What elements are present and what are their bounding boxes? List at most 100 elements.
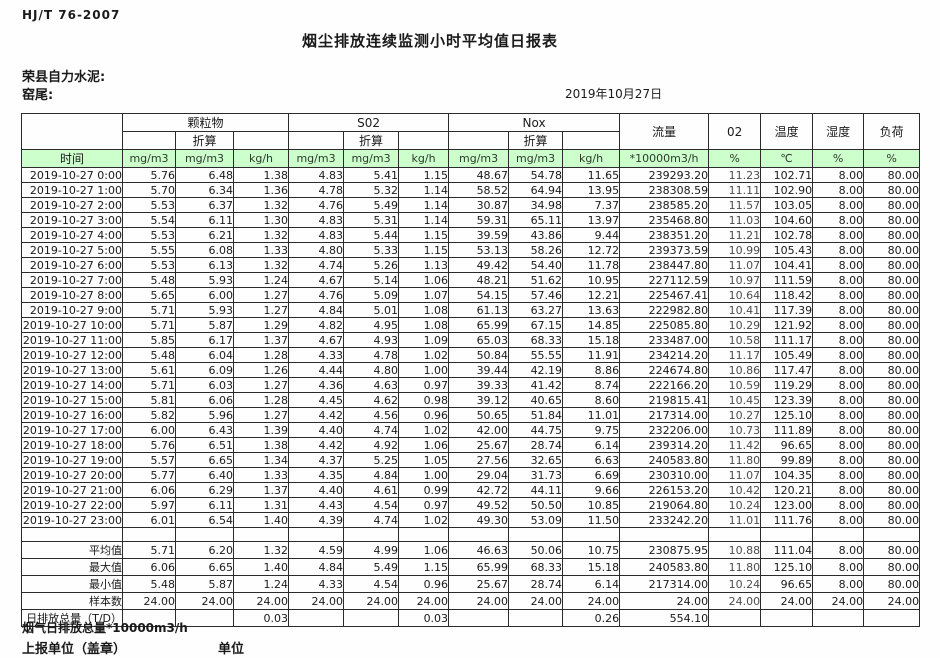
value-cell: 9.75 xyxy=(562,422,621,438)
value-cell: 4.36 xyxy=(288,377,345,393)
value-cell: 80.00 xyxy=(863,392,921,408)
value-cell: 8.00 xyxy=(812,317,865,333)
value-cell: 239314.20 xyxy=(619,437,710,453)
unit-cell: mg/m3 xyxy=(175,149,234,168)
value-cell: 6.00 xyxy=(175,287,234,303)
group-nox: Nox xyxy=(448,113,621,132)
value-cell: 8.00 xyxy=(812,197,865,213)
value-cell: 80.00 xyxy=(863,272,921,288)
value-cell: 10.58 xyxy=(708,332,762,348)
time-cell: 2019-10-27 12:00 xyxy=(21,347,123,363)
value-cell: 39.59 xyxy=(448,227,510,243)
value-cell: 8.00 xyxy=(812,422,865,438)
converted-label-so2: 折算 xyxy=(343,131,400,150)
value-cell: 104.35 xyxy=(760,467,814,483)
value-cell: 68.33 xyxy=(508,558,564,576)
value-cell: 24.00 xyxy=(708,592,762,610)
value-cell: 0.97 xyxy=(398,377,450,393)
value-cell: 11.65 xyxy=(562,167,621,183)
value-cell: 80.00 xyxy=(863,452,921,468)
value-cell: 6.06 xyxy=(175,392,234,408)
value-cell: 8.00 xyxy=(812,575,865,593)
value-cell: 6.37 xyxy=(175,197,234,213)
value-cell: 5.82 xyxy=(122,407,176,423)
value-cell: 4.80 xyxy=(343,362,400,378)
standard-number: HJ/T 76-2007 xyxy=(22,8,121,22)
value-cell: 25.67 xyxy=(448,575,510,593)
value-cell: 5.49 xyxy=(343,558,400,576)
blank-cell xyxy=(448,527,510,542)
value-cell: 6.00 xyxy=(122,422,176,438)
table-row: 2019-10-27 12:00 5.48 6.04 1.28 4.33 4.78 1.02… xyxy=(21,347,921,363)
value-cell: 1.06 xyxy=(398,437,450,453)
time-cell: 2019-10-27 13:00 xyxy=(21,362,123,378)
value-cell: 1.14 xyxy=(398,197,450,213)
value-cell: 13.95 xyxy=(562,182,621,198)
value-cell: 80.00 xyxy=(863,167,921,183)
value-cell: 119.29 xyxy=(760,377,814,393)
header-o2: 02 xyxy=(708,113,762,150)
value-cell: 8.00 xyxy=(812,287,865,303)
value-cell: 125.10 xyxy=(760,407,814,423)
value-cell: 219064.80 xyxy=(619,497,710,513)
value-cell: 10.97 xyxy=(708,272,762,288)
value-cell: 48.21 xyxy=(448,272,510,288)
value-cell: 24.00 xyxy=(562,592,621,610)
value-cell: 240583.80 xyxy=(619,558,710,576)
value-cell xyxy=(863,609,921,627)
value-cell: 58.52 xyxy=(448,182,510,198)
value-cell: 8.86 xyxy=(562,362,621,378)
value-cell: 4.83 xyxy=(288,227,345,243)
value-cell: 103.05 xyxy=(760,197,814,213)
value-cell: 24.00 xyxy=(288,592,345,610)
value-cell: 5.09 xyxy=(343,287,400,303)
summary-label: 最大值 xyxy=(21,558,123,576)
unit-cell: kg/h xyxy=(398,149,450,168)
table-row: 2019-10-27 20:00 5.77 6.40 1.33 4.35 4.84 1.00… xyxy=(21,467,921,483)
value-cell: 5.54 xyxy=(122,212,176,228)
time-blank-header xyxy=(21,113,123,150)
value-cell: 4.83 xyxy=(288,212,345,228)
value-cell: 8.00 xyxy=(812,558,865,576)
value-cell: 41.42 xyxy=(508,377,564,393)
value-cell: 5.93 xyxy=(175,302,234,318)
value-cell: 5.76 xyxy=(122,437,176,453)
table-row: 2019-10-27 14:00 5.71 6.03 1.27 4.36 4.63 0.97… xyxy=(21,377,921,393)
value-cell: 24.00 xyxy=(343,592,400,610)
value-cell: 8.00 xyxy=(812,437,865,453)
value-cell: 6.08 xyxy=(175,242,234,258)
value-cell: 1.05 xyxy=(398,452,450,468)
value-cell: 25.67 xyxy=(448,437,510,453)
value-cell: 80.00 xyxy=(863,212,921,228)
value-cell: 50.06 xyxy=(508,541,564,559)
value-cell: 102.71 xyxy=(760,167,814,183)
value-cell: 8.00 xyxy=(812,257,865,273)
value-cell: 224674.80 xyxy=(619,362,710,378)
value-cell: 24.00 xyxy=(175,592,234,610)
value-cell: 5.01 xyxy=(343,302,400,318)
value-cell: 51.84 xyxy=(508,407,564,423)
value-cell: 5.48 xyxy=(122,575,176,593)
value-cell: 0.96 xyxy=(398,407,450,423)
value-cell: 4.42 xyxy=(288,407,345,423)
blank-cell xyxy=(122,527,176,542)
value-cell: 11.01 xyxy=(708,512,762,528)
value-cell: 4.45 xyxy=(288,392,345,408)
value-cell: 4.56 xyxy=(343,407,400,423)
value-cell: 11.21 xyxy=(708,227,762,243)
value-cell: 5.81 xyxy=(122,392,176,408)
value-cell: 80.00 xyxy=(863,302,921,318)
value-cell: 554.10 xyxy=(619,609,710,627)
value-cell: 80.00 xyxy=(863,575,921,593)
value-cell: 34.98 xyxy=(508,197,564,213)
time-cell: 2019-10-27 19:00 xyxy=(21,452,123,468)
value-cell: 9.66 xyxy=(562,482,621,498)
monitoring-point: 窑尾: xyxy=(22,88,54,103)
value-cell: 6.51 xyxy=(175,437,234,453)
value-cell: 4.76 xyxy=(288,287,345,303)
value-cell: 1.13 xyxy=(398,257,450,273)
summary-label: 日排放总量（T/D） xyxy=(21,609,123,627)
time-cell: 2019-10-27 20:00 xyxy=(21,467,123,483)
flue-gas-total-note: 烟气日排放总量*10000m3/h xyxy=(22,621,188,635)
value-cell: 8.60 xyxy=(562,392,621,408)
